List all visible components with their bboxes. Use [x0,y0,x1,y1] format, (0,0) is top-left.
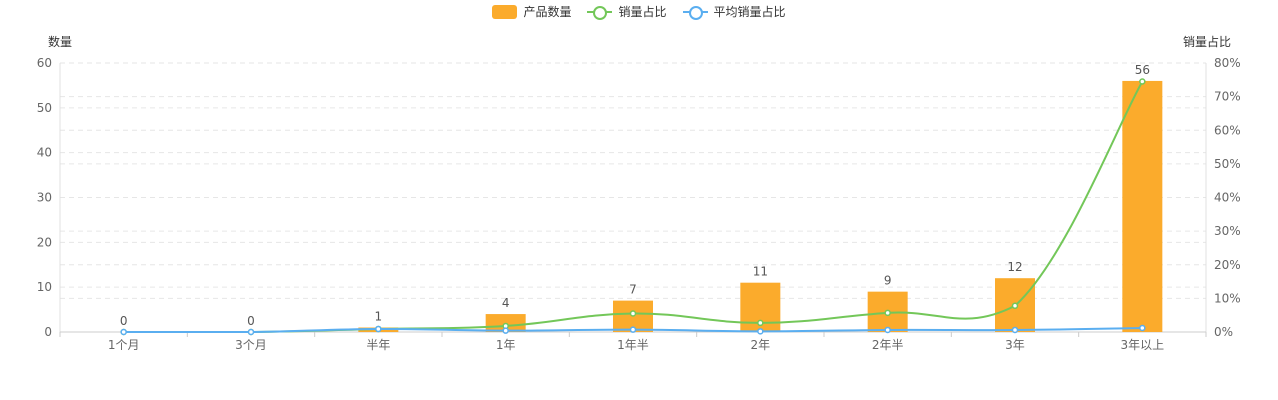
bar-data-label: 9 [884,274,892,288]
y-tick-label-right: 40% [1214,191,1241,205]
x-tick-label: 2年半 [872,338,904,352]
point-sales-ratio [1011,302,1019,310]
legend: 产品数量 销量占比 平均销量占比 [0,3,1278,20]
point-avg-sales-ratio [757,328,764,335]
x-tick-label: 3年以上 [1121,338,1165,352]
legend-item-sales-ratio[interactable]: 销量占比 [587,3,667,20]
x-tick-label: 1年半 [617,338,649,352]
x-tick-label: 3年 [1005,338,1025,352]
bar-data-label: 0 [120,314,128,328]
y-tick-label-right: 70% [1214,90,1241,104]
x-tick-label: 2年 [751,338,771,352]
point-avg-sales-ratio [884,326,891,334]
legend-line-swatch-green [587,5,613,20]
point-sales-ratio [629,310,637,317]
bar [1122,80,1163,332]
y-tick-label-right: 30% [1214,224,1241,238]
x-tick-label: 1年 [496,338,516,352]
point-sales-ratio [1139,78,1146,85]
y-tick-label-left: 50 [37,101,52,115]
y-tick-label-left: 20 [37,235,52,249]
legend-item-avg-sales-ratio[interactable]: 平均销量占比 [682,3,786,20]
bar-data-label: 7 [629,283,637,297]
point-avg-sales-ratio [375,325,382,333]
point-avg-sales-ratio [1139,324,1146,332]
y-tick-label-right: 50% [1214,157,1241,171]
point-avg-sales-ratio [502,327,509,334]
bar-data-label: 12 [1007,260,1022,274]
point-avg-sales-ratio [1011,326,1019,334]
y-tick-label-left: 10 [37,280,52,294]
y-tick-label-left: 0 [44,325,52,339]
bar-data-label: 0 [247,314,255,328]
x-tick-label: 半年 [366,338,390,352]
x-tick-label: 1个月 [108,338,140,352]
legend-label-sales-ratio: 销量占比 [618,5,667,19]
point-avg-sales-ratio [247,328,255,336]
legend-line-swatch-blue [682,5,708,20]
bar-data-label: 4 [502,296,510,310]
x-tick-label: 3个月 [235,338,267,352]
y-tick-label-left: 60 [37,56,52,70]
bar-data-label: 11 [753,265,768,279]
legend-bar-swatch [492,4,518,19]
legend-item-product-count[interactable]: 产品数量 [492,3,571,20]
y-tick-label-right: 20% [1214,258,1241,272]
legend-label-product-count: 产品数量 [523,5,572,19]
y-axis-right-title: 销量占比 [1183,35,1232,49]
legend-label-avg-sales-ratio: 平均销量占比 [713,5,786,19]
bar-data-label: 1 [375,310,383,324]
bar-data-label: 56 [1135,63,1150,77]
y-tick-label-right: 80% [1214,56,1241,70]
point-sales-ratio [757,319,764,327]
y-tick-label-right: 10% [1214,291,1241,305]
y-tick-label-right: 0% [1214,325,1233,339]
y-tick-label-left: 40 [37,146,52,160]
point-avg-sales-ratio [120,328,127,336]
point-avg-sales-ratio [629,326,637,333]
y-axis-left-title: 数量 [48,35,73,49]
y-tick-label-right: 60% [1214,123,1241,137]
y-tick-label-left: 30 [37,191,52,205]
point-sales-ratio [884,309,891,317]
